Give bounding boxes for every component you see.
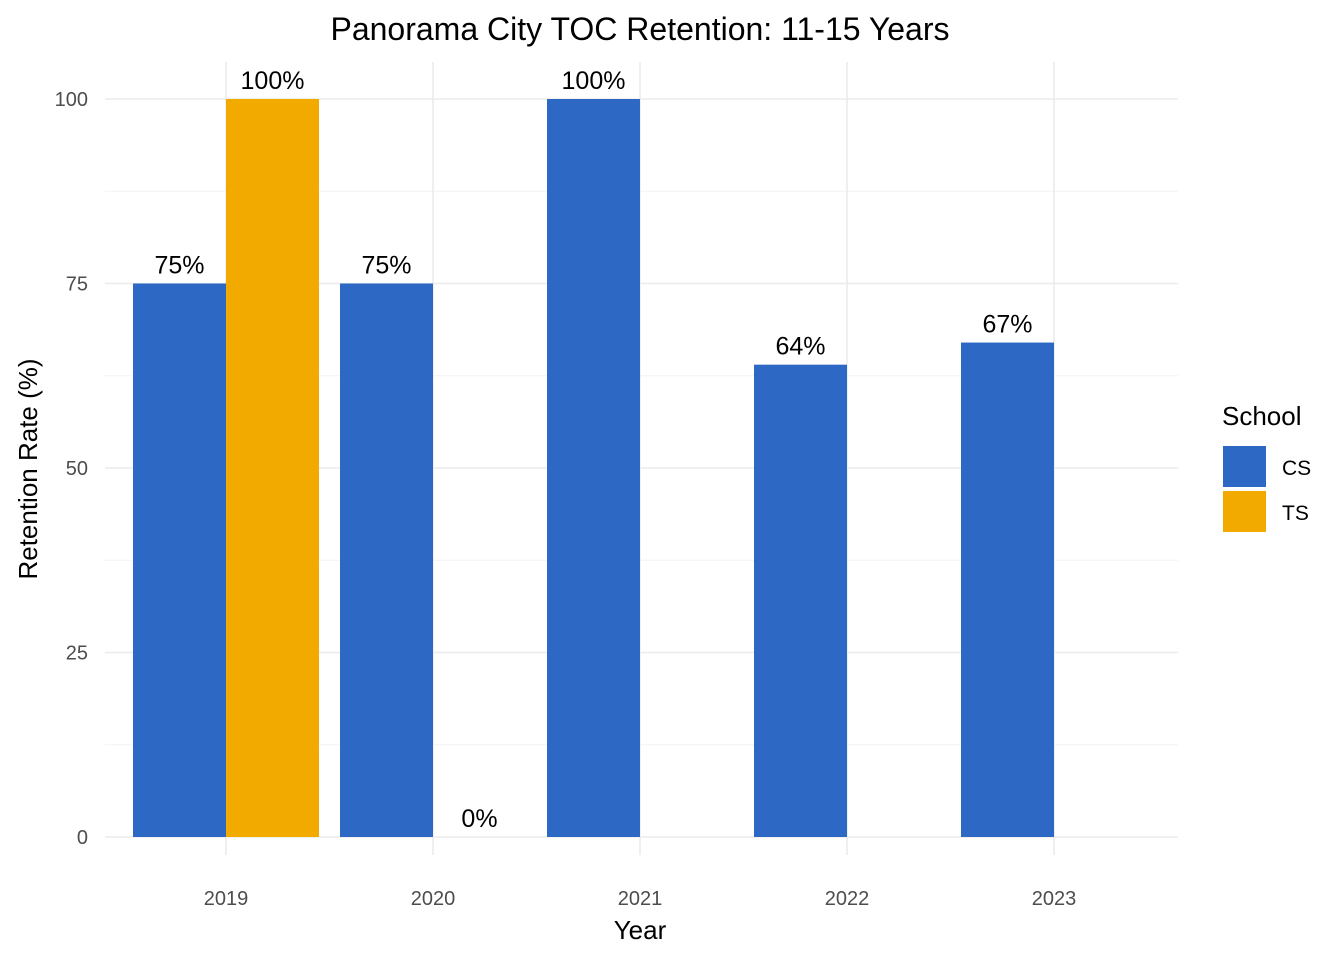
data-label-cs-2019: 75% <box>154 252 204 280</box>
x-tick-label: 2022 <box>825 888 870 910</box>
data-label-ts-2019: 100% <box>241 67 305 95</box>
data-label-ts-2020: 0% <box>461 805 497 833</box>
chart-title: Panorama City TOC Retention: 11-15 Years <box>330 11 949 47</box>
y-axis-ticks: 0 25 50 75 100 <box>55 89 88 849</box>
y-tick-label: 75 <box>66 274 88 296</box>
x-axis-title: Year <box>614 915 667 945</box>
data-label-cs-2021: 100% <box>562 67 626 95</box>
data-label-cs-2023: 67% <box>982 311 1032 339</box>
bar-cs-2020 <box>340 283 433 837</box>
data-label-cs-2022: 64% <box>775 333 825 361</box>
legend-label-ts: TS <box>1282 502 1309 525</box>
y-tick-label: 100 <box>55 89 88 111</box>
x-axis-ticks: 2019 2020 2021 2022 2023 <box>204 888 1077 910</box>
legend-title: School <box>1222 401 1302 431</box>
y-tick-label: 50 <box>66 458 88 480</box>
legend: School CS TS <box>1222 401 1311 532</box>
bar-ts-2019 <box>226 99 319 837</box>
legend-swatch-ts <box>1223 491 1266 532</box>
bar-cs-2019 <box>133 283 226 837</box>
bars <box>133 99 1054 837</box>
bar-cs-2021 <box>547 99 640 837</box>
data-label-cs-2020: 75% <box>361 252 411 280</box>
x-tick-label: 2019 <box>204 888 249 910</box>
x-tick-label: 2023 <box>1032 888 1077 910</box>
legend-swatch-cs <box>1223 446 1266 487</box>
data-labels: 75% 75% 100% 64% 67% 100% 0% <box>154 67 1032 833</box>
y-tick-label: 0 <box>77 827 88 849</box>
y-tick-label: 25 <box>66 643 88 665</box>
y-axis-title: Retention Rate (%) <box>13 358 43 579</box>
x-tick-label: 2021 <box>618 888 663 910</box>
bar-cs-2023 <box>961 342 1054 837</box>
bar-cs-2022 <box>754 364 847 837</box>
legend-label-cs: CS <box>1282 457 1311 480</box>
x-tick-label: 2020 <box>411 888 456 910</box>
